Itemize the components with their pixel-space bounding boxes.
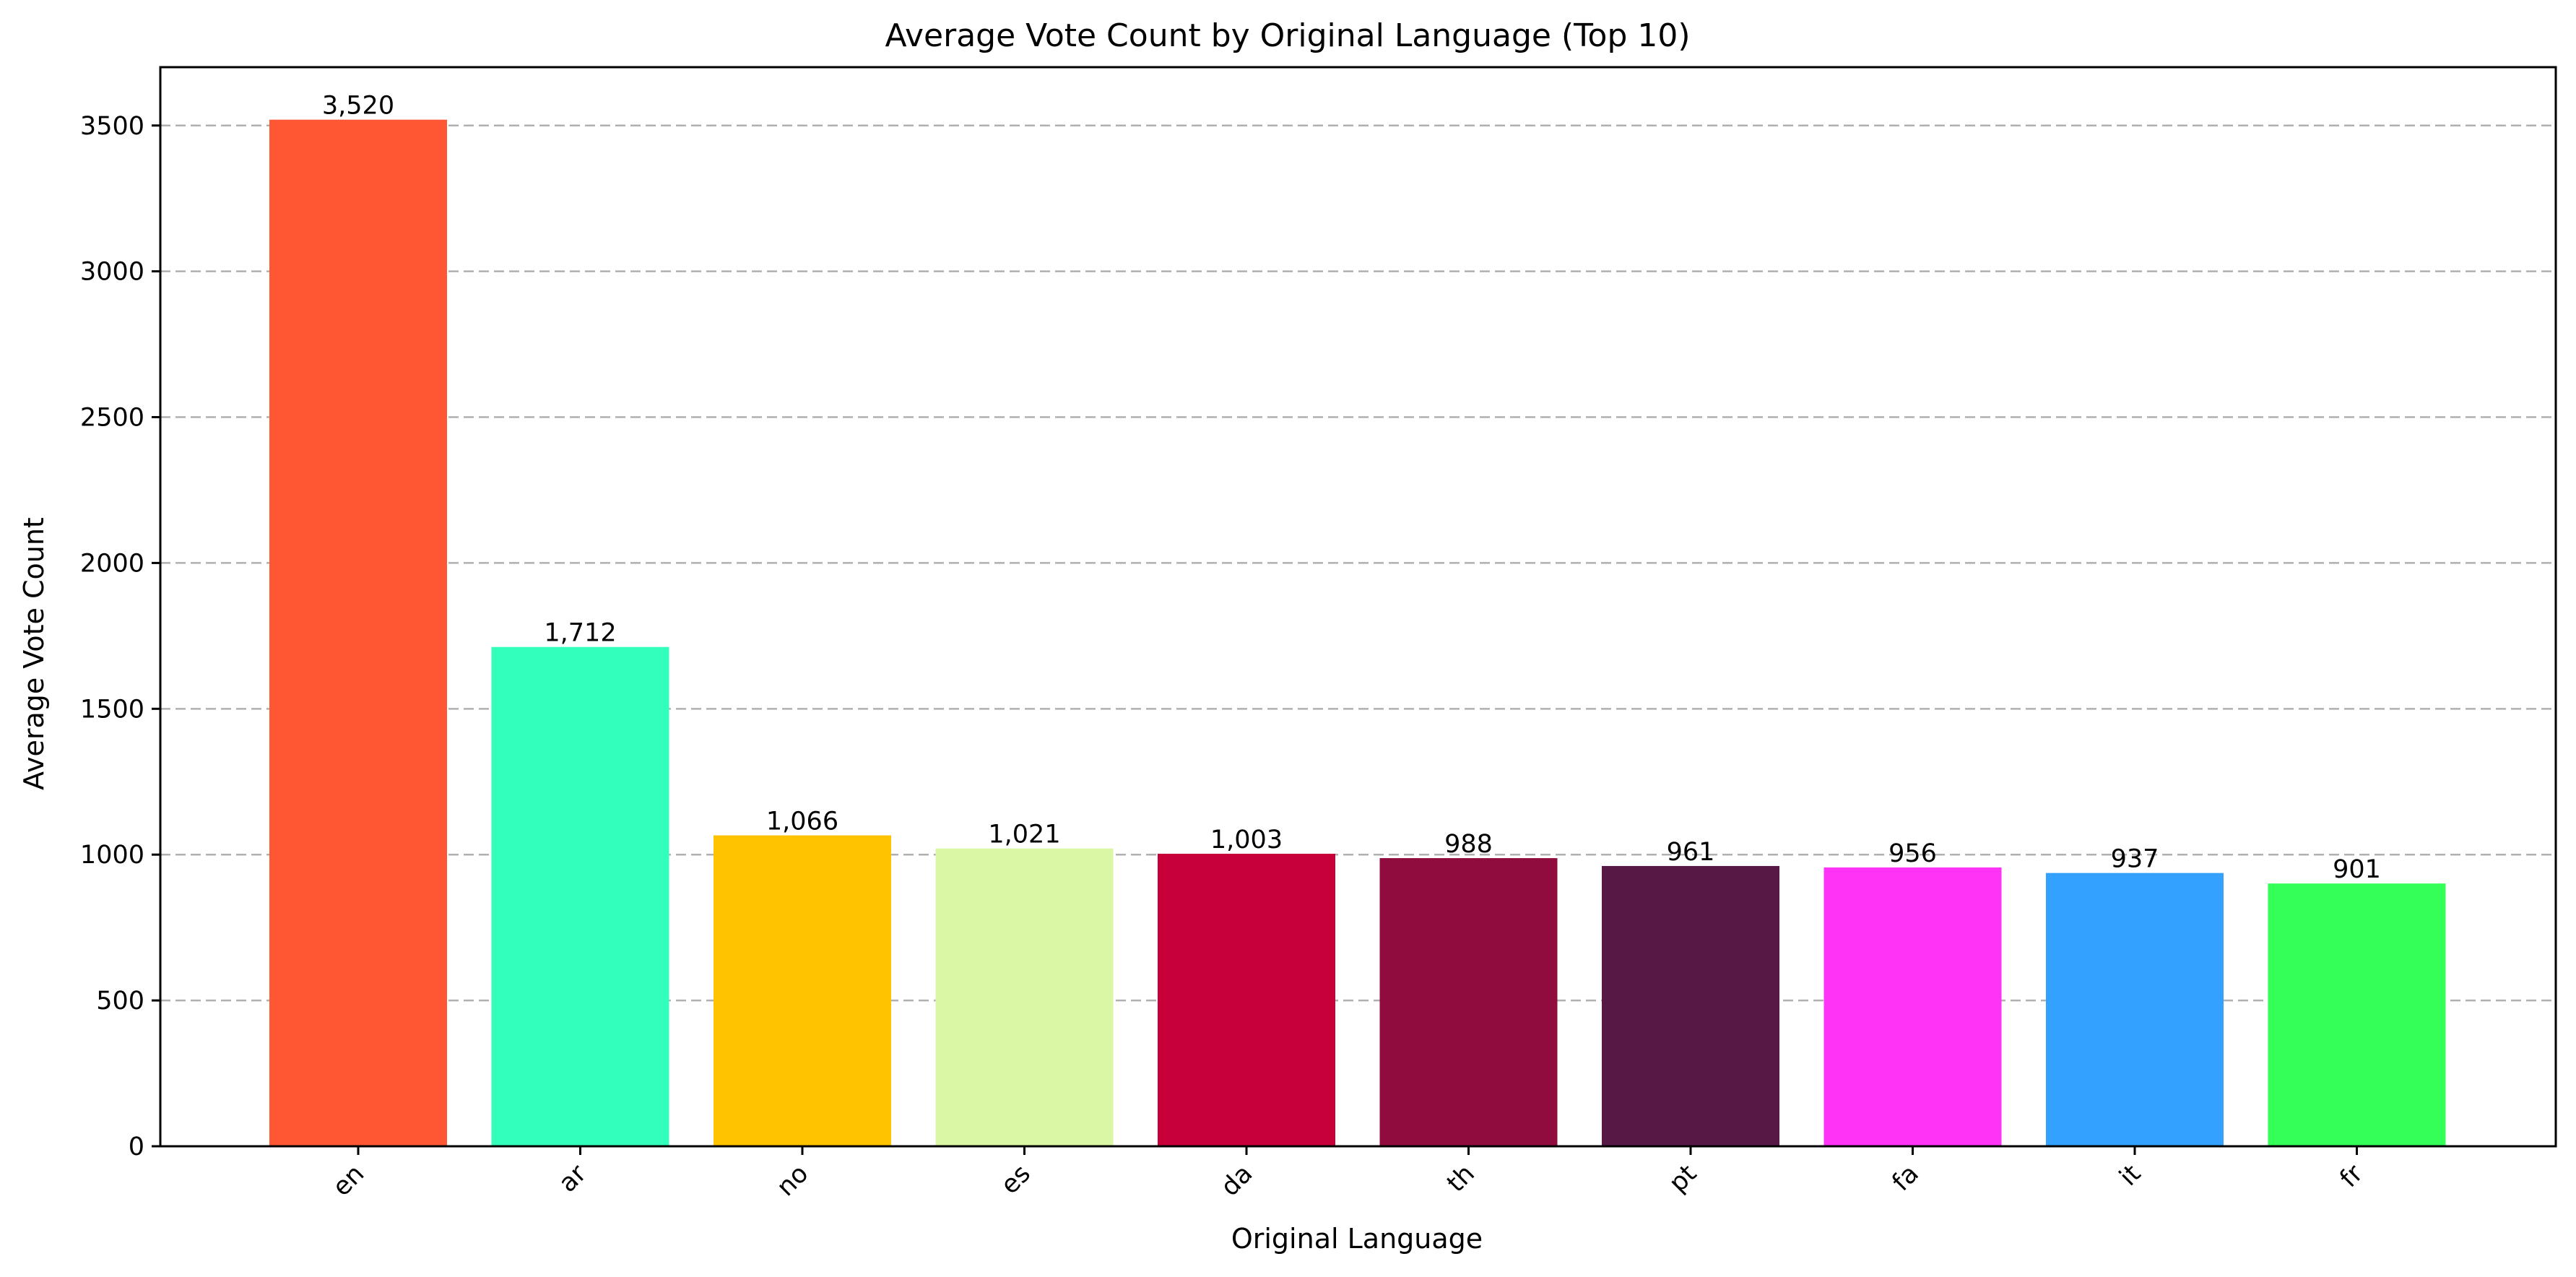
bar-value-label: 1,066 [766,808,838,836]
y-tick-label: 3000 [80,258,144,287]
bar-da [1158,854,1335,1146]
axes-frame [159,66,2557,1148]
y-tick-label: 2000 [80,549,144,578]
x-axis-label: Original Language [1231,1223,1483,1255]
bar-ar [491,646,669,1146]
x-tick-label: es [995,1159,1036,1200]
y-tick-label: 2500 [80,404,144,433]
bar-en [269,119,447,1147]
x-tick-label: th [1441,1159,1480,1198]
y-tick-label: 500 [96,987,144,1016]
bar-it [2046,873,2224,1146]
bar-value-label: 1,712 [544,619,616,648]
bar-value-label: 961 [1667,838,1715,867]
bar-th [1379,858,1558,1146]
bars [269,119,2446,1147]
bar-value-label: 3,520 [322,92,394,121]
x-tick-label: pt [1664,1159,1703,1198]
y-tick-label: 0 [129,1133,144,1161]
x-tick-label: no [771,1159,814,1202]
x-tick-label: ar [553,1159,592,1198]
y-tick-label: 1000 [80,841,144,870]
bar-pt [1602,865,1779,1146]
bar-fr [2268,883,2446,1146]
bar-value-label: 956 [1888,839,1937,868]
bar-value-label: 901 [2333,855,2381,884]
y-tick-label: 3500 [80,112,144,141]
bar-no [714,835,891,1146]
x-tick-label: fr [2335,1159,2369,1194]
bar-value-label: 988 [1444,830,1493,859]
value-labels: 3,520 1,712 1,066 1,021 1,003 988 961 956 937 901 [322,92,2381,885]
bar-value-label: 1,021 [988,821,1060,849]
bar-fa [1823,867,2002,1146]
bar-value-label: 937 [2111,845,2159,874]
x-tick-label: en [327,1159,370,1202]
x-tick-label: da [1215,1159,1258,1202]
x-tick-label: fa [1887,1159,1925,1197]
x-tick-label: it [2114,1159,2146,1192]
x-ticks: en ar no es da th pt fa it fr [327,1146,2369,1202]
bar-value-label: 1,003 [1210,826,1283,854]
bar-es [935,848,1114,1146]
y-tick-label: 1500 [80,695,144,724]
y-axis-label: Average Vote Count [18,517,50,790]
chart-title: Average Vote Count by Original Language … [885,17,1690,54]
y-ticks: 0 500 1000 1500 2000 2500 3000 3500 [80,112,160,1161]
